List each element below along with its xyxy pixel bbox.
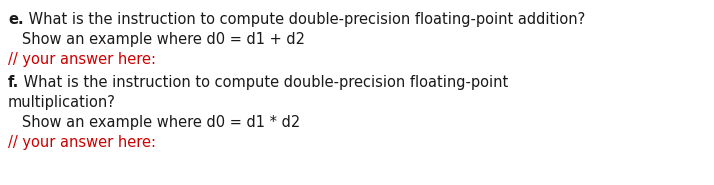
Text: Show an example where d0 = d1 * d2: Show an example where d0 = d1 * d2 xyxy=(8,115,301,130)
Text: What is the instruction to compute double-precision floating-point addition?: What is the instruction to compute doubl… xyxy=(24,12,585,27)
Text: f.: f. xyxy=(8,75,19,90)
Text: Show an example where d0 = d1 + d2: Show an example where d0 = d1 + d2 xyxy=(8,32,305,47)
Text: // your answer here:: // your answer here: xyxy=(8,52,156,67)
Text: // your answer here:: // your answer here: xyxy=(8,135,156,150)
Text: e.: e. xyxy=(8,12,24,27)
Text: multiplication?: multiplication? xyxy=(8,95,116,110)
Text: What is the instruction to compute double-precision floating-point: What is the instruction to compute doubl… xyxy=(19,75,508,90)
